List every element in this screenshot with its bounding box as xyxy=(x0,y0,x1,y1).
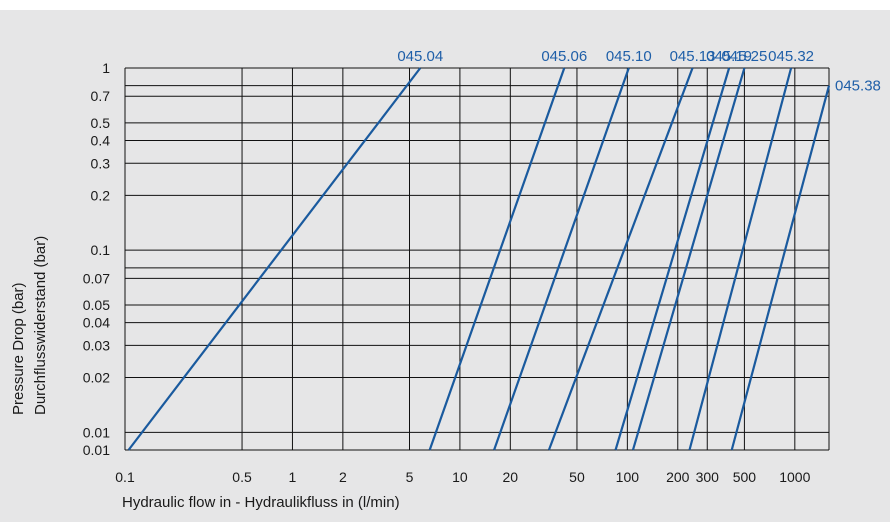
series-label: 045.19 xyxy=(706,48,752,65)
y-tick-label: 1 xyxy=(102,60,110,76)
series-line-045.10 xyxy=(493,67,630,451)
grid xyxy=(124,67,830,451)
y-tick-label: 0.02 xyxy=(83,370,110,386)
series-label: 045.04 xyxy=(397,48,443,65)
x-tick-label: 1 xyxy=(289,469,297,485)
series-label: 045.13 xyxy=(670,48,716,65)
series-line-045.13 xyxy=(547,67,694,451)
series-line-045.04 xyxy=(127,67,422,451)
series-line-045.19 xyxy=(614,67,731,451)
y-axis-title-line2: Durchflusswiderstand (bar) xyxy=(32,236,49,415)
x-tick-label: 500 xyxy=(733,469,757,485)
series-label: 045.25 xyxy=(721,48,767,65)
y-tick-label: 0.07 xyxy=(83,270,110,286)
tick-labels: 0.1 0.5 1 2 5 10 20 50 100 200 300 500 100010.70.50.… xyxy=(83,60,811,485)
y-tick-label: 0.7 xyxy=(91,88,111,104)
y-tick-label: 0.03 xyxy=(83,337,110,353)
y-tick-label: 0.01 xyxy=(83,442,110,458)
x-tick-label: 1000 xyxy=(779,469,810,485)
series-lines xyxy=(127,67,831,451)
y-tick-label: 0.4 xyxy=(91,132,111,148)
y-tick-label: 0.01 xyxy=(83,424,110,440)
x-tick-label: 2 xyxy=(339,469,347,485)
x-tick-label: 100 xyxy=(616,469,640,485)
series-label: 045.38 xyxy=(835,78,881,95)
x-tick-label: 50 xyxy=(569,469,585,485)
y-tick-label: 0.1 xyxy=(91,242,111,258)
series-line-045.25 xyxy=(631,67,746,451)
x-axis-title: Hydraulic flow in - Hydraulikfluss in (l… xyxy=(122,494,400,511)
x-tick-label: 0.1 xyxy=(115,469,135,485)
series-label: 045.32 xyxy=(768,48,814,65)
x-tick-label: 200 xyxy=(666,469,690,485)
series-line-045.06 xyxy=(428,67,566,451)
series-label: 045.10 xyxy=(606,48,652,65)
series-line-045.38 xyxy=(730,85,831,451)
y-tick-label: 0.2 xyxy=(91,187,111,203)
y-tick-label: 0.5 xyxy=(91,115,111,131)
x-tick-label: 0.5 xyxy=(232,469,252,485)
y-tick-label: 0.3 xyxy=(91,155,111,171)
series-label: 045.06 xyxy=(541,48,587,65)
y-axis-title-line1: Pressure Drop (bar) xyxy=(10,282,27,415)
x-tick-label: 5 xyxy=(406,469,414,485)
y-tick-label: 0.04 xyxy=(83,315,110,331)
chart-area: 045.04 045.06 045.10 045.13 045.19 045.25 045.… xyxy=(0,10,890,522)
series-line-045.32 xyxy=(688,67,793,451)
y-tick-label: 0.05 xyxy=(83,297,110,313)
x-tick-label: 300 xyxy=(696,469,720,485)
x-tick-label: 20 xyxy=(503,469,519,485)
x-tick-label: 10 xyxy=(452,469,468,485)
